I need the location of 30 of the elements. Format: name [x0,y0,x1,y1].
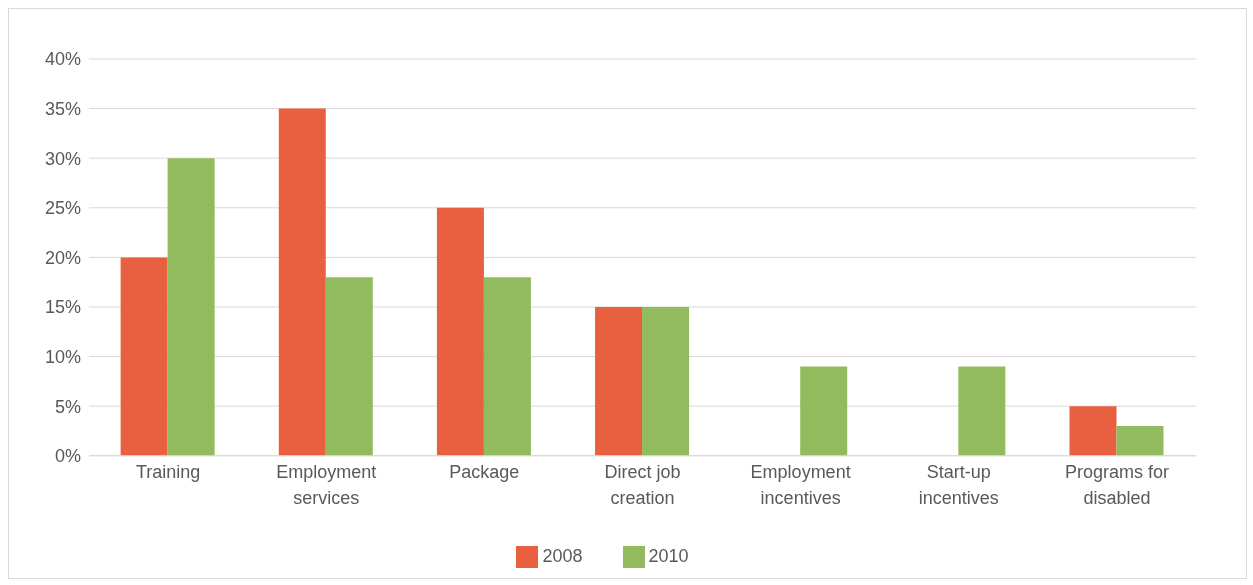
x-tick-label: Training [135,461,201,482]
bar [595,306,643,456]
x-tick-label: Employment incentives [750,461,851,508]
x-tick-label: Employment services [276,461,377,508]
y-tick-label: 25% [44,198,81,219]
y-tick-label: 40% [44,49,81,70]
bar [958,366,1006,456]
y-tick-label: 10% [44,346,81,367]
bar [325,277,373,456]
bar [167,158,215,456]
bar [1069,406,1117,456]
x-tick-label: Package [449,461,520,482]
y-tick-label: 20% [44,247,81,268]
legend-label: 2010 [648,545,689,566]
y-tick-label: 30% [44,148,81,169]
legend-label: 2008 [542,545,583,566]
bar [483,277,531,456]
bar [436,207,484,456]
y-tick-label: 0% [54,446,81,467]
x-tick-label: Programs for disabled [1064,461,1169,508]
y-tick-label: 15% [44,297,81,318]
bar [800,366,848,456]
bar [1116,425,1164,456]
bar [278,108,326,456]
x-tick-label: Direct job creation [604,461,681,508]
y-tick-label: 5% [54,396,81,417]
bar [642,306,690,456]
x-tick-label: Start-up incentives [918,461,999,508]
y-tick-label: 35% [44,98,81,119]
bar [120,257,168,456]
